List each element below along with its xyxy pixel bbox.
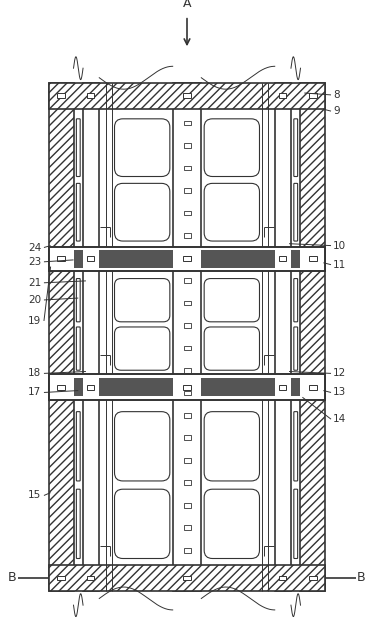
Bar: [184, 188, 191, 193]
Bar: [49, 565, 325, 591]
Bar: [309, 576, 317, 580]
Bar: [184, 211, 191, 215]
Bar: [184, 435, 191, 440]
Text: B: B: [357, 571, 366, 585]
Bar: [275, 82, 291, 591]
Bar: [173, 82, 201, 591]
Bar: [291, 378, 300, 396]
Bar: [99, 378, 173, 396]
Bar: [57, 576, 65, 580]
Text: 24: 24: [28, 243, 41, 252]
Bar: [300, 82, 325, 591]
Bar: [87, 93, 95, 98]
Bar: [87, 256, 95, 261]
Bar: [184, 256, 191, 260]
Bar: [183, 576, 191, 580]
Bar: [279, 256, 286, 261]
Bar: [201, 378, 275, 396]
Text: 15: 15: [28, 491, 41, 500]
Bar: [184, 278, 191, 283]
Bar: [184, 166, 191, 171]
Text: 23: 23: [28, 257, 41, 267]
Bar: [184, 301, 191, 305]
Bar: [184, 233, 191, 238]
Bar: [49, 82, 74, 591]
Bar: [183, 385, 191, 390]
Bar: [279, 576, 286, 580]
Text: A: A: [183, 0, 191, 10]
Bar: [309, 385, 317, 390]
Bar: [57, 385, 65, 390]
Bar: [184, 143, 191, 148]
Bar: [184, 323, 191, 328]
Bar: [49, 565, 325, 591]
Bar: [74, 251, 83, 267]
Text: 18: 18: [28, 368, 41, 379]
Bar: [279, 385, 286, 390]
Bar: [184, 526, 191, 530]
Bar: [49, 374, 325, 400]
Bar: [87, 385, 95, 390]
Text: 19: 19: [28, 316, 41, 326]
Bar: [184, 390, 191, 395]
Bar: [49, 374, 325, 400]
Bar: [74, 378, 83, 396]
Bar: [184, 413, 191, 418]
Bar: [184, 368, 191, 373]
Bar: [49, 247, 325, 271]
Bar: [49, 82, 325, 109]
Bar: [183, 93, 191, 98]
Bar: [49, 247, 325, 271]
Bar: [49, 82, 74, 591]
Bar: [87, 576, 95, 580]
Bar: [184, 503, 191, 507]
Bar: [309, 93, 317, 98]
Bar: [309, 256, 317, 261]
Text: 12: 12: [333, 368, 346, 379]
Text: 20: 20: [28, 295, 41, 305]
Bar: [184, 458, 191, 463]
Bar: [57, 93, 65, 98]
Bar: [300, 82, 325, 591]
Text: B: B: [8, 571, 17, 585]
Text: 13: 13: [333, 388, 346, 397]
Bar: [279, 93, 286, 98]
Bar: [184, 480, 191, 485]
Text: 9: 9: [333, 106, 340, 116]
Bar: [201, 251, 275, 267]
Bar: [99, 251, 173, 267]
Text: 14: 14: [333, 414, 346, 424]
Text: 8: 8: [333, 90, 340, 100]
Text: 11: 11: [333, 260, 346, 270]
Bar: [184, 346, 191, 350]
Bar: [57, 256, 65, 261]
Bar: [184, 120, 191, 126]
Bar: [83, 82, 99, 591]
Bar: [49, 82, 325, 109]
Bar: [184, 548, 191, 553]
Text: 10: 10: [333, 241, 346, 251]
Text: 17: 17: [28, 388, 41, 397]
Bar: [291, 251, 300, 267]
Text: 21: 21: [28, 278, 41, 288]
Bar: [183, 256, 191, 261]
